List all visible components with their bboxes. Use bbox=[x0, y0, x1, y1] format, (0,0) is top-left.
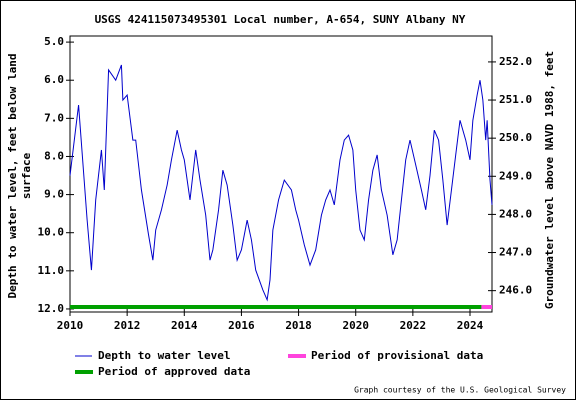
y-axis-label: Depth to water level, feet below land bbox=[6, 53, 19, 298]
x-tick-label: 2018 bbox=[285, 319, 312, 332]
x-tick-label: 2014 bbox=[171, 319, 198, 332]
y2-tick-label: 246.0 bbox=[499, 284, 532, 297]
legend-swatch bbox=[288, 354, 306, 358]
y-axis-label: surface bbox=[20, 152, 33, 199]
x-tick-label: 2016 bbox=[228, 319, 255, 332]
legend-label: Depth to water level bbox=[98, 349, 230, 362]
y-tick-label: 5.0 bbox=[44, 35, 64, 48]
y2-tick-label: 249.0 bbox=[499, 169, 532, 182]
y2-tick-label: 247.0 bbox=[499, 246, 532, 259]
credit: Graph courtesy of the U.S. Geological Su… bbox=[354, 386, 566, 395]
y2-tick-label: 251.0 bbox=[499, 93, 532, 106]
data-line bbox=[69, 64, 493, 302]
y2-tick-label: 248.0 bbox=[499, 207, 532, 220]
legend-swatch bbox=[75, 370, 93, 374]
x-tick-label: 2010 bbox=[57, 319, 84, 332]
x-tick-label: 2012 bbox=[114, 319, 141, 332]
y-tick-label: 7.0 bbox=[44, 111, 64, 124]
y-tick-label: 8.0 bbox=[44, 149, 64, 162]
legend-label: Period of provisional data bbox=[311, 349, 483, 362]
y-tick-label: 9.0 bbox=[44, 188, 64, 201]
chart-title: USGS 424115073495301 Local number, A-654… bbox=[95, 13, 466, 26]
period-bar bbox=[70, 305, 482, 309]
legend-label: Period of approved data bbox=[98, 365, 250, 378]
y-tick-label: 10.0 bbox=[38, 226, 65, 239]
y-tick-label: 11.0 bbox=[38, 264, 65, 277]
y-tick-label: 6.0 bbox=[44, 73, 64, 86]
x-tick-label: 2024 bbox=[457, 319, 484, 332]
y-tick-label: 12.0 bbox=[38, 302, 65, 315]
y2-axis-label: Groundwater level above NAVD 1988, feet bbox=[543, 51, 556, 309]
y2-tick-label: 252.0 bbox=[499, 55, 532, 68]
period-bar bbox=[481, 305, 492, 309]
x-tick-label: 2022 bbox=[400, 319, 427, 332]
x-tick-label: 2020 bbox=[342, 319, 369, 332]
y2-tick-label: 250.0 bbox=[499, 131, 532, 144]
